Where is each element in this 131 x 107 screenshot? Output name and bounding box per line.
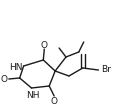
Text: Br: Br xyxy=(101,65,111,74)
Text: O: O xyxy=(41,41,48,50)
Text: O: O xyxy=(51,97,58,106)
Text: NH: NH xyxy=(26,91,39,100)
Text: O: O xyxy=(0,74,7,83)
Text: HN: HN xyxy=(9,62,23,71)
